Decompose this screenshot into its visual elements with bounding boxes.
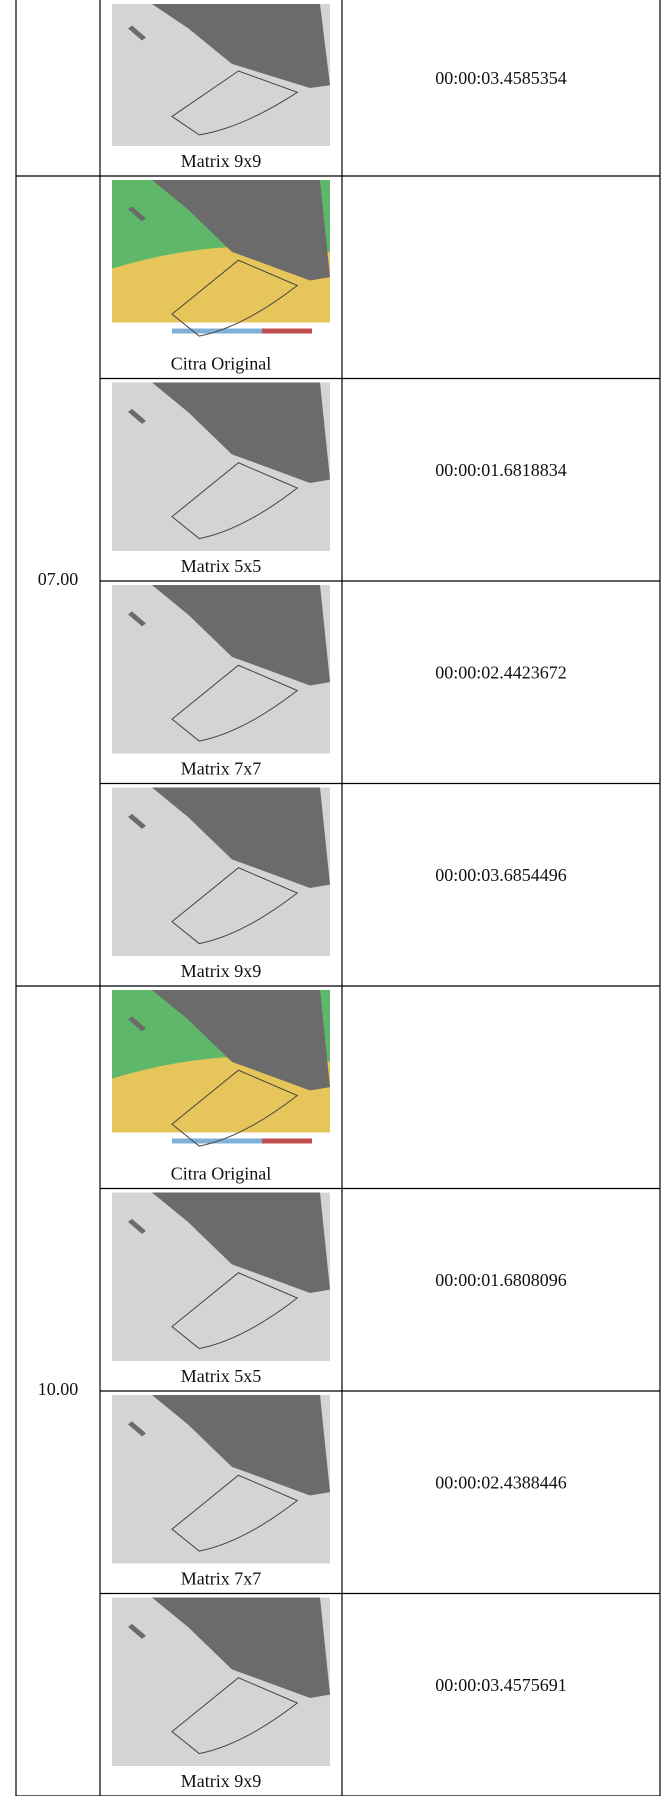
- map-image: [112, 383, 330, 552]
- duration: 00:00:02.4388446: [435, 1472, 567, 1492]
- map-image: [112, 1193, 330, 1362]
- duration: 00:00:01.6808096: [435, 1270, 567, 1290]
- map-legend-red: [262, 329, 312, 334]
- image-caption: Matrix 5x5: [181, 556, 262, 576]
- map-legend-red: [262, 1139, 312, 1144]
- duration: 00:00:03.6854496: [435, 865, 567, 885]
- map-image: [112, 1598, 330, 1767]
- image-caption: Matrix 7x7: [181, 759, 262, 779]
- image-caption: Matrix 9x9: [181, 961, 262, 981]
- map-image: [112, 788, 330, 957]
- duration: 00:00:02.4423672: [435, 662, 567, 682]
- duration: 00:00:03.4575691: [435, 1675, 567, 1695]
- map-image: [112, 1395, 330, 1564]
- image-caption: Citra Original: [171, 1164, 271, 1184]
- duration: 00:00:01.6818834: [435, 460, 567, 480]
- image-caption: Matrix 9x9: [181, 151, 262, 171]
- image-caption: Matrix 5x5: [181, 1366, 262, 1386]
- map-image: [112, 990, 330, 1146]
- table-page: Matrix 9x9 00:00:03.4585354 Citra Original…: [0, 0, 664, 1796]
- time-label: 07.00: [38, 569, 79, 589]
- image-caption: Citra Original: [171, 354, 271, 374]
- map-image: [112, 585, 330, 754]
- image-caption: Matrix 9x9: [181, 1771, 262, 1791]
- map-image: [112, 4, 330, 146]
- duration: 00:00:03.4585354: [435, 68, 567, 88]
- image-caption: Matrix 7x7: [181, 1569, 262, 1589]
- time-label: 10.00: [38, 1379, 79, 1399]
- map-image: [112, 180, 330, 336]
